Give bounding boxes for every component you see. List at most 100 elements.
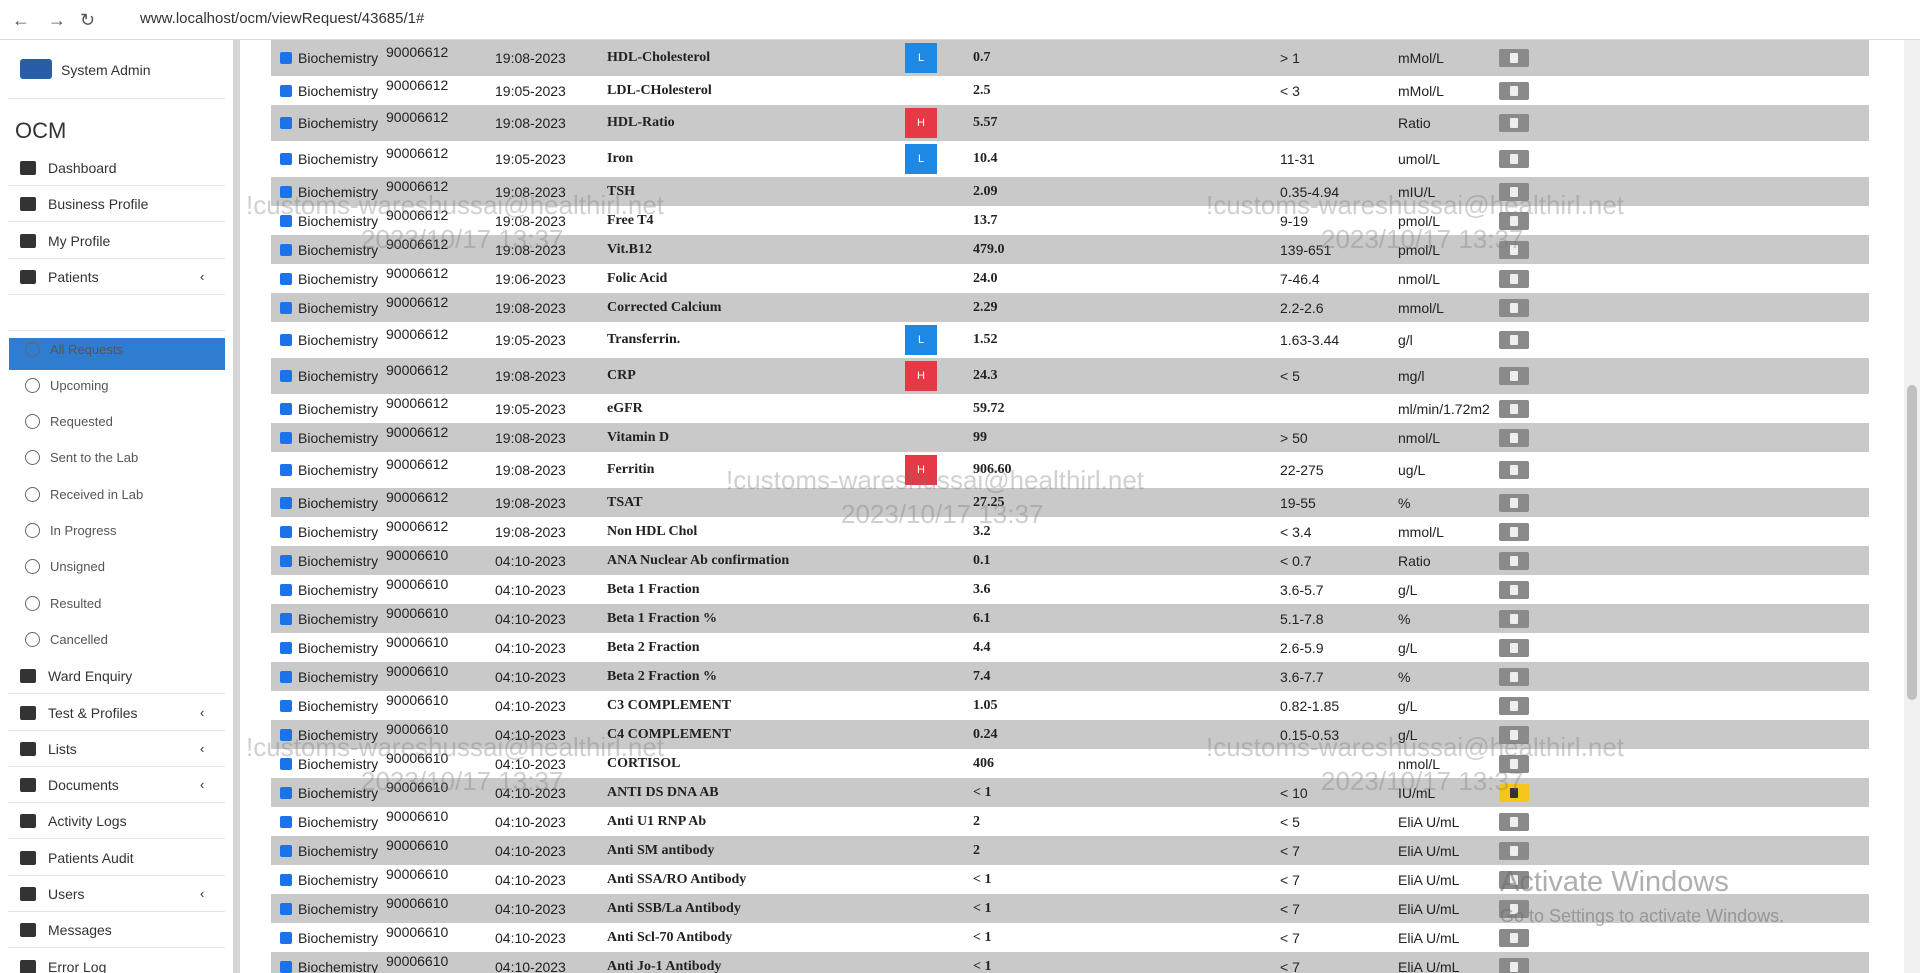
print-button[interactable] (1499, 461, 1529, 479)
print-button[interactable] (1499, 211, 1529, 230)
menu-item[interactable]: Users ‹ (20, 879, 204, 909)
result-value: < 1 (973, 871, 992, 887)
print-button[interactable] (1499, 783, 1529, 802)
checkbox[interactable] (280, 334, 292, 346)
submenu-item[interactable]: Received in Lab (25, 480, 143, 510)
test-name: Vitamin D (607, 429, 670, 445)
print-button[interactable] (1499, 269, 1529, 288)
submenu-item[interactable]: In Progress (25, 516, 116, 546)
checkbox[interactable] (280, 786, 292, 799)
print-button[interactable] (1499, 696, 1529, 715)
menu-item[interactable]: Test & Profiles ‹ (20, 698, 204, 728)
test-name: Beta 1 Fraction (607, 581, 700, 597)
menu-item[interactable]: Business Profile (20, 189, 148, 219)
checkbox[interactable] (280, 117, 292, 129)
print-button[interactable] (1499, 399, 1529, 418)
submenu-item[interactable]: Cancelled (25, 625, 108, 655)
print-button[interactable] (1499, 298, 1529, 317)
print-button[interactable] (1499, 899, 1529, 918)
checkbox[interactable] (280, 243, 292, 256)
checkbox[interactable] (280, 84, 292, 97)
menu-item[interactable]: Activity Logs (20, 806, 127, 836)
print-button[interactable] (1499, 551, 1529, 570)
checkbox[interactable] (280, 641, 292, 654)
print-button[interactable] (1499, 331, 1529, 349)
menu-item[interactable]: Patients Audit (20, 843, 134, 873)
print-button[interactable] (1499, 812, 1529, 831)
print-button[interactable] (1499, 638, 1529, 657)
checkbox[interactable] (280, 370, 292, 382)
print-button[interactable] (1499, 667, 1529, 686)
unit: EliA U/mL (1398, 871, 1460, 888)
reference-range: 0.82-1.85 (1280, 697, 1340, 714)
print-button[interactable] (1499, 150, 1529, 168)
checkbox[interactable] (280, 52, 292, 64)
checkbox[interactable] (280, 960, 292, 973)
patient-id: 90006612 (386, 44, 449, 60)
print-button[interactable] (1499, 493, 1529, 512)
back-button[interactable]: ← (12, 10, 30, 30)
submenu-item[interactable]: All Requests (25, 335, 123, 365)
checkbox[interactable] (280, 583, 292, 596)
checkbox[interactable] (280, 153, 292, 165)
checkbox[interactable] (280, 728, 292, 741)
print-button[interactable] (1499, 870, 1529, 889)
checkbox[interactable] (280, 873, 292, 886)
checkbox[interactable] (280, 272, 292, 285)
checkbox[interactable] (280, 902, 292, 915)
checkbox[interactable] (280, 185, 292, 198)
checkbox[interactable] (280, 402, 292, 415)
forward-button[interactable]: → (48, 10, 66, 30)
checkbox[interactable] (280, 815, 292, 828)
print-button[interactable] (1499, 367, 1529, 385)
submenu-item[interactable]: Upcoming (25, 371, 109, 401)
browser-bar: ← → ↻ www.localhost/ocm/viewRequest/4368… (0, 0, 1920, 40)
checkbox[interactable] (280, 525, 292, 538)
menu-item[interactable]: Lists ‹ (20, 734, 204, 764)
print-button[interactable] (1499, 754, 1529, 773)
print-button[interactable] (1499, 609, 1529, 628)
menu-item[interactable]: Documents ‹ (20, 770, 204, 800)
reload-button[interactable]: ↻ (80, 10, 96, 30)
print-button[interactable] (1499, 841, 1529, 860)
menu-item[interactable]: Error Log (20, 952, 106, 973)
print-button[interactable] (1499, 725, 1529, 744)
checkbox[interactable] (280, 431, 292, 444)
checkbox[interactable] (280, 464, 292, 476)
result-row: Biochemistry 90006612 19:05-2023 eGFR 59.72 m… (271, 394, 1869, 423)
menu-item[interactable]: My Profile (20, 226, 110, 256)
print-button[interactable] (1499, 428, 1529, 447)
checkbox[interactable] (280, 757, 292, 770)
menu-item[interactable]: Requests ⌄ (20, 298, 211, 328)
print-button[interactable] (1499, 81, 1529, 100)
checkbox[interactable] (280, 214, 292, 227)
print-button[interactable] (1499, 522, 1529, 541)
submenu-item[interactable]: Resulted (25, 589, 101, 619)
menu-item[interactable]: Dashboard (20, 153, 117, 183)
print-button[interactable] (1499, 957, 1529, 973)
submenu-item[interactable]: Sent to the Lab (25, 443, 138, 473)
checkbox[interactable] (280, 699, 292, 712)
print-button[interactable] (1499, 240, 1529, 259)
checkbox[interactable] (280, 844, 292, 857)
checkbox[interactable] (280, 670, 292, 683)
checkbox[interactable] (280, 496, 292, 509)
print-button[interactable] (1499, 580, 1529, 599)
checkbox[interactable] (280, 554, 292, 567)
url[interactable]: www.localhost/ocm/viewRequest/43685/1# (140, 10, 425, 27)
submenu-item[interactable]: Unsigned (25, 552, 105, 582)
print-button[interactable] (1499, 49, 1529, 67)
scrollbar (1904, 40, 1920, 973)
menu-item[interactable]: Patients ‹ (20, 262, 204, 292)
menu-item[interactable]: Messages (20, 915, 112, 945)
submenu-item[interactable]: Requested (25, 407, 113, 437)
print-button[interactable] (1499, 114, 1529, 132)
checkbox[interactable] (280, 612, 292, 625)
checkbox[interactable] (280, 931, 292, 944)
menu-item[interactable]: Ward Enquiry (20, 661, 132, 691)
print-button[interactable] (1499, 928, 1529, 947)
print-button[interactable] (1499, 182, 1529, 201)
result-row: Biochemistry 90006610 04:10-2023 Beta 2 Fra… (271, 633, 1869, 662)
checkbox[interactable] (280, 301, 292, 314)
result-row: Biochemistry 90006610 04:10-2023 Anti Scl-7… (271, 923, 1869, 952)
